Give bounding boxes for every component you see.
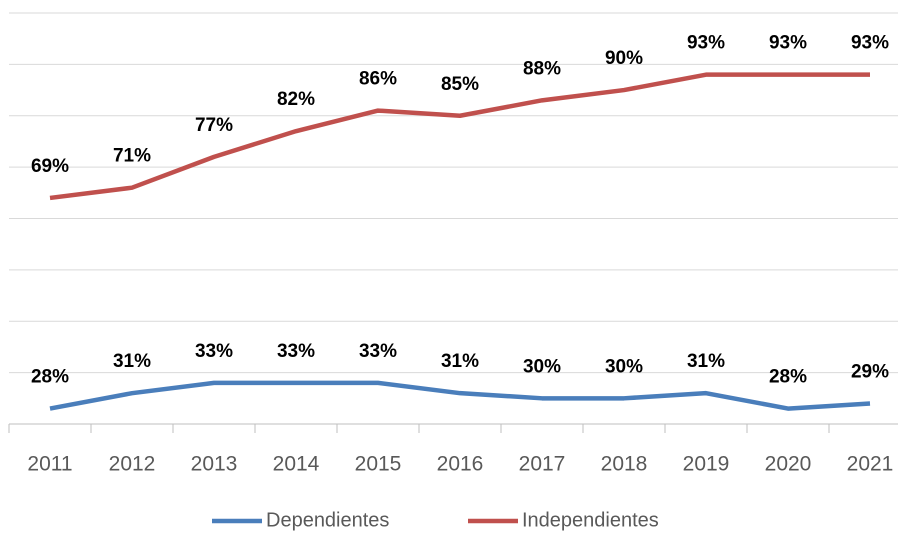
x-tick-label: 2019 (683, 453, 730, 476)
data-label: 33% (277, 341, 315, 362)
data-label: 93% (851, 33, 889, 54)
data-label: 30% (605, 356, 643, 377)
data-label: 82% (277, 89, 315, 110)
x-tick-label: 2017 (519, 453, 566, 476)
data-label: 31% (687, 351, 725, 372)
x-tick-label: 2021 (847, 453, 894, 476)
data-label: 86% (359, 69, 397, 90)
x-tick-label: 2014 (273, 453, 320, 476)
data-label: 85% (441, 74, 479, 95)
x-tick-label: 2018 (601, 453, 648, 476)
data-label: 29% (851, 361, 889, 382)
series-line (49, 380, 871, 411)
data-label: 31% (441, 351, 479, 372)
data-label: 88% (523, 58, 561, 79)
data-label: 69% (31, 156, 69, 177)
data-label: 93% (687, 33, 725, 54)
data-label: 93% (769, 33, 807, 54)
data-label: 28% (769, 367, 807, 388)
data-label: 33% (359, 341, 397, 362)
x-tick-label: 2012 (109, 453, 156, 476)
legend-label: Dependientes (266, 509, 389, 531)
x-tick-label: 2013 (191, 453, 238, 476)
x-tick-label: 2020 (765, 453, 812, 476)
data-label: 71% (113, 146, 151, 167)
data-label: 33% (195, 341, 233, 362)
data-label: 30% (523, 356, 561, 377)
data-label: 28% (31, 367, 69, 388)
data-label: 90% (605, 48, 643, 69)
x-tick-label: 2015 (355, 453, 402, 476)
x-tick-label: 2011 (27, 453, 72, 476)
legend-label: Independientes (522, 509, 659, 531)
x-tick-label: 2016 (437, 453, 484, 476)
data-label: 31% (113, 351, 151, 372)
series-line (49, 72, 870, 201)
data-label: 77% (195, 115, 233, 136)
